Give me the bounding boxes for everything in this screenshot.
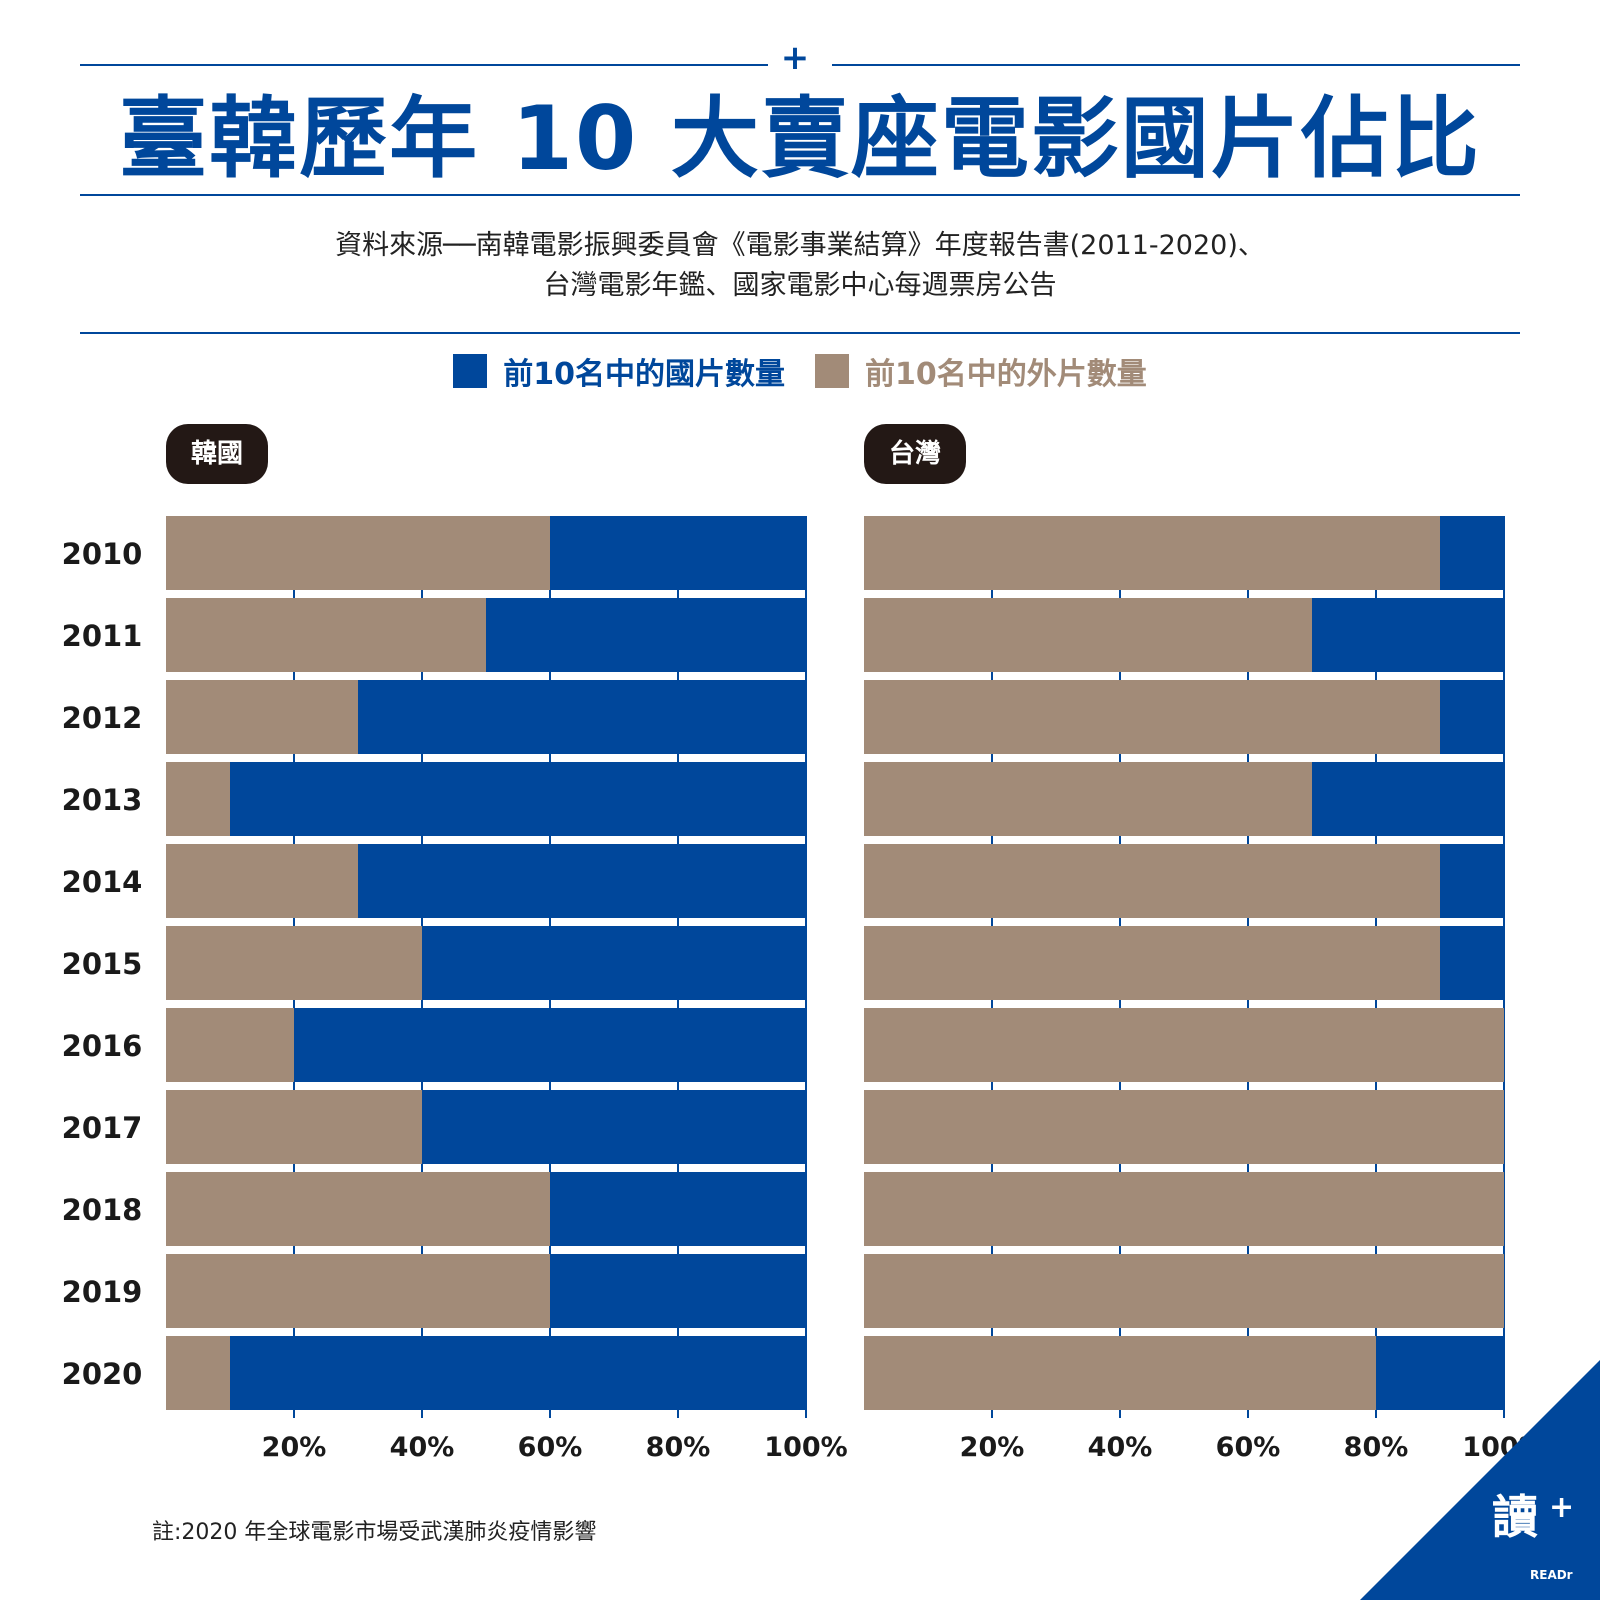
- year-label: 2012: [62, 701, 143, 735]
- taiwan-bar-foreign: [864, 516, 1440, 590]
- taiwan-bar-foreign: [864, 1008, 1504, 1082]
- taiwan-bar-domestic: [1312, 598, 1504, 672]
- readr-logo-plus: +: [1549, 1490, 1575, 1525]
- korea-bar-domestic: [230, 762, 806, 836]
- korea-bar-domestic: [550, 1254, 806, 1328]
- korea-bar-domestic: [550, 1172, 806, 1246]
- year-label: 2016: [62, 1029, 143, 1063]
- taiwan-bar-foreign: [864, 680, 1440, 754]
- source-rule: [80, 332, 1520, 334]
- korea-x-tick-label: 20%: [262, 1432, 327, 1463]
- legend-swatch-foreign: [815, 354, 849, 388]
- taiwan-bar-domestic: [1376, 1336, 1504, 1410]
- taiwan-bar-foreign: [864, 926, 1440, 1000]
- korea-bar-foreign: [166, 844, 358, 918]
- panel-tag-taiwan: 台灣: [864, 424, 966, 484]
- title-rule: [80, 194, 1520, 196]
- taiwan-bar-domestic: [1440, 680, 1504, 754]
- legend-label-foreign: 前10名中的外片數量: [865, 357, 1147, 392]
- korea-bar-domestic: [358, 844, 806, 918]
- korea-x-tick-label: 40%: [390, 1432, 455, 1463]
- legend-label-domestic: 前10名中的國片數量: [503, 357, 785, 392]
- taiwan-bar-foreign: [864, 1254, 1504, 1328]
- korea-bar-domestic: [358, 680, 806, 754]
- top-rule-right: [832, 64, 1520, 66]
- korea-bar-foreign: [166, 1008, 294, 1082]
- readr-corner-triangle: [1360, 1360, 1600, 1600]
- korea-bar-domestic: [230, 1336, 806, 1410]
- legend-item-foreign: 前10名中的外片數量: [815, 349, 1147, 393]
- readr-logo-sub: READr: [1530, 1568, 1573, 1582]
- korea-bar-domestic: [294, 1008, 806, 1082]
- korea-bar-foreign: [166, 1336, 230, 1410]
- source-line-1: 資料來源──南韓電影振興委員會《電影事業結算》年度報告書(2011-2020)、: [335, 230, 1265, 261]
- korea-bar-foreign: [166, 1254, 550, 1328]
- korea-bar-foreign: [166, 1172, 550, 1246]
- korea-x-tick-label: 100%: [764, 1432, 847, 1463]
- taiwan-bar-foreign: [864, 844, 1440, 918]
- legend-swatch-domestic: [453, 354, 488, 388]
- page-title: 臺韓歷年 10 大賣座電影國片佔比: [119, 87, 1481, 190]
- korea-bar-domestic: [422, 1090, 806, 1164]
- korea-bar-foreign: [166, 598, 486, 672]
- korea-bar-domestic: [486, 598, 806, 672]
- footnote: 註:2020 年全球電影市場受武漢肺炎疫情影響: [152, 1520, 597, 1545]
- source-line-2: 台灣電影年鑑、國家電影中心每週票房公告: [543, 270, 1057, 301]
- legend-item-domestic: 前10名中的國片數量: [453, 349, 785, 393]
- taiwan-x-tick-label: 40%: [1088, 1432, 1153, 1463]
- readr-logo-icon[interactable]: 讀: [1492, 1490, 1538, 1544]
- taiwan-bar-domestic: [1440, 926, 1504, 1000]
- year-label: 2011: [62, 619, 143, 653]
- year-label: 2015: [62, 947, 143, 981]
- korea-x-tick-label: 80%: [646, 1432, 711, 1463]
- korea-bar-foreign: [166, 926, 422, 1000]
- year-label: 2014: [62, 865, 143, 899]
- taiwan-bar-foreign: [864, 762, 1312, 836]
- plus-icon: +: [780, 38, 810, 78]
- korea-bar-foreign: [166, 762, 230, 836]
- taiwan-bar-domestic: [1440, 516, 1504, 590]
- korea-bar-foreign: [166, 1090, 422, 1164]
- korea-x-tick-label: 60%: [518, 1432, 583, 1463]
- taiwan-bar-foreign: [864, 1172, 1504, 1246]
- year-label: 2010: [62, 537, 143, 571]
- korea-bar-domestic: [422, 926, 806, 1000]
- taiwan-bar-foreign: [864, 1090, 1504, 1164]
- korea-bar-foreign: [166, 680, 358, 754]
- taiwan-x-tick-label: 20%: [960, 1432, 1025, 1463]
- panel-tag-korea: 韓國: [166, 424, 268, 484]
- year-label: 2017: [62, 1111, 143, 1145]
- year-label: 2018: [62, 1193, 143, 1227]
- taiwan-x-tick-label: 60%: [1216, 1432, 1281, 1463]
- year-label: 2019: [62, 1275, 143, 1309]
- year-label: 2013: [62, 783, 143, 817]
- taiwan-x-tick-label: 80%: [1344, 1432, 1409, 1463]
- taiwan-bar-foreign: [864, 1336, 1376, 1410]
- korea-bar-foreign: [166, 516, 550, 590]
- legend: 前10名中的國片數量 前10名中的外片數量: [0, 348, 1600, 394]
- taiwan-bar-domestic: [1312, 762, 1504, 836]
- taiwan-bar-foreign: [864, 598, 1312, 672]
- korea-bar-domestic: [550, 516, 806, 590]
- taiwan-bar-domestic: [1440, 844, 1504, 918]
- year-label: 2020: [62, 1357, 143, 1391]
- top-rule-left: [80, 64, 768, 66]
